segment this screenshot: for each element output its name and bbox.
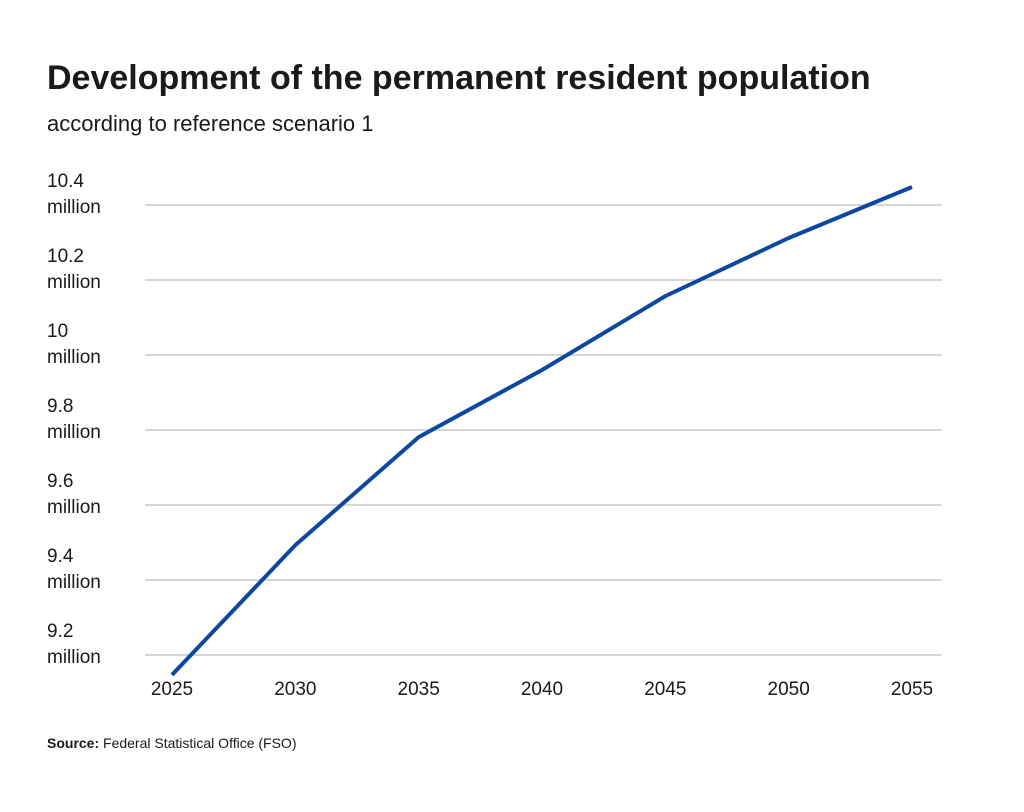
y-tick-label: 10 million: [47, 321, 101, 368]
x-tick-label: 2045: [644, 679, 686, 700]
y-tick-label-line: million: [47, 422, 101, 443]
y-tick-label-line: million: [47, 347, 101, 368]
y-tick-label-line: million: [47, 572, 101, 593]
x-tick-label: 2025: [151, 679, 193, 700]
y-tick-label: 9.4 million: [47, 546, 101, 593]
chart-subtitle: according to reference scenario 1: [47, 111, 374, 136]
x-tick-label: 2050: [768, 679, 810, 700]
y-tick-label-line: million: [47, 272, 101, 293]
y-tick-label-line: 9.6: [47, 471, 73, 492]
y-tick-label: 9.2 million: [47, 621, 101, 668]
x-tick-label: 2040: [521, 679, 563, 700]
source-note: Source: Federal Statistical Office (FSO): [47, 735, 296, 751]
data-line: [170, 185, 913, 677]
x-tick-label: 2055: [891, 679, 933, 700]
x-tick-label: 2035: [398, 679, 440, 700]
y-tick-label: 9.8 million: [47, 396, 101, 443]
source-text: Federal Statistical Office (FSO): [103, 735, 296, 751]
y-tick-label-line: million: [47, 497, 101, 518]
x-tick-label: 2030: [274, 679, 316, 700]
chart-title: Development of the permanent resident po…: [47, 59, 871, 97]
y-tick-label-line: 9.2: [47, 621, 73, 642]
source-label: Source:: [47, 735, 99, 751]
y-tick-label: 10.4 million: [47, 171, 101, 218]
y-tick-label-line: million: [47, 197, 101, 218]
y-tick-label-line: 10.4: [47, 171, 84, 192]
y-tick-label-line: million: [47, 647, 101, 668]
y-tick-label: 9.6 million: [47, 471, 101, 518]
y-tick-label-line: 10.2: [47, 246, 84, 267]
y-tick-label-line: 9.8: [47, 396, 73, 417]
y-tick-label: 10.2 million: [47, 246, 101, 293]
y-tick-label-line: 10: [47, 321, 68, 342]
y-tick-label-line: 9.4: [47, 546, 74, 567]
